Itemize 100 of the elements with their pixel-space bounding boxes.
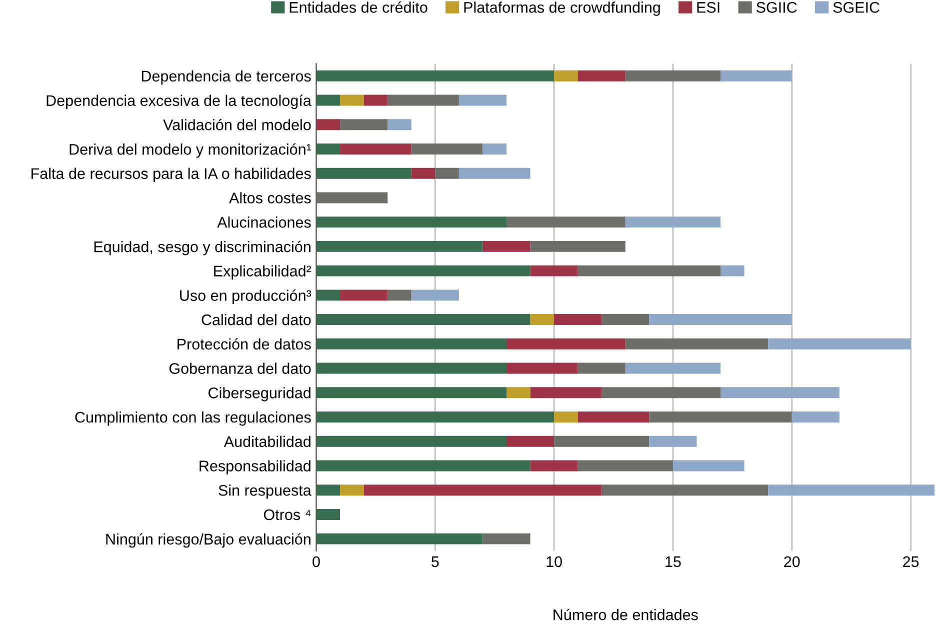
- y-tick-label: Dependencia de terceros: [142, 70, 311, 85]
- legend-label: SGIIC: [756, 2, 797, 13]
- bar: [792, 412, 840, 422]
- bar: [411, 290, 459, 301]
- bar: [316, 460, 530, 472]
- bar: [316, 338, 506, 350]
- y-tick-label: Dependencia excesiva de la tecnología: [46, 94, 312, 110]
- bar: [625, 70, 721, 82]
- y-tick-label: Explicabilidad²: [214, 265, 312, 280]
- x-tick-label: 25: [903, 556, 919, 568]
- y-tick-label: Uso en producción³: [180, 290, 312, 304]
- y-tick-label: Cumplimiento con las regulaciones: [75, 411, 311, 426]
- bar: [768, 338, 911, 350]
- legend-label: ESI: [697, 2, 720, 13]
- bar: [649, 314, 792, 326]
- bar: [602, 314, 650, 326]
- bar: [554, 412, 578, 422]
- y-tick-label: Alucinaciones: [217, 216, 311, 228]
- bar: [768, 484, 935, 496]
- bar: [364, 94, 388, 106]
- y-tick-label: Calidad del dato: [202, 314, 311, 326]
- bar: [625, 362, 721, 374]
- bar: [578, 265, 721, 276]
- y-tick-label: Sin respuesta: [218, 484, 312, 499]
- bar: [316, 508, 340, 520]
- bar: [411, 143, 483, 154]
- y-tick-label: Falta de recursos para la IA o habilidades: [32, 168, 311, 182]
- bar: [482, 143, 506, 154]
- bar: [530, 314, 554, 326]
- bar: [388, 119, 412, 130]
- bar: [720, 70, 792, 82]
- bar: [316, 314, 530, 326]
- bar: [316, 240, 483, 252]
- bar: [530, 265, 578, 276]
- bar: [672, 460, 744, 472]
- bar: [530, 240, 626, 252]
- y-tick-label: Equidad, sesgo y discriminación: [94, 240, 310, 256]
- bar: [506, 338, 626, 350]
- bar: [482, 533, 530, 544]
- x-tick-label: 5: [432, 556, 439, 568]
- bar: [530, 460, 578, 472]
- bar: [316, 265, 530, 276]
- bar: [316, 533, 483, 544]
- x-tick-label: 15: [666, 556, 681, 568]
- bar: [316, 436, 506, 447]
- bar: [316, 484, 340, 496]
- y-tick-label: Deriva del modelo y monitorización¹: [70, 143, 312, 158]
- bar: [340, 290, 388, 301]
- bar: [625, 338, 768, 350]
- y-tick-label: Protección de datos: [178, 338, 311, 350]
- bar: [649, 436, 697, 447]
- bar: [316, 216, 506, 228]
- x-tick-label: 10: [546, 556, 562, 568]
- bar: [458, 168, 530, 179]
- bar: [316, 70, 554, 82]
- y-tick-label: Otros ⁴: [264, 509, 311, 520]
- bar: [578, 460, 673, 472]
- legend-label: SGEIC: [833, 2, 880, 13]
- legend-label: Entidades de crédito: [290, 1, 428, 13]
- bar: [554, 70, 578, 82]
- bar: [340, 94, 364, 106]
- y-tick-label: Responsabilidad: [200, 460, 310, 474]
- bar: [506, 436, 554, 447]
- bar: [602, 484, 768, 496]
- bar: [530, 387, 602, 398]
- bar: [316, 143, 340, 154]
- bar: [720, 265, 744, 276]
- bar: [316, 168, 412, 179]
- bar: [316, 387, 506, 398]
- bar: [506, 216, 626, 228]
- legend-label: Plataformas de crowdfunding: [464, 2, 660, 16]
- bar: [578, 362, 626, 374]
- bar: [602, 387, 721, 398]
- bar: [554, 436, 650, 447]
- bar: [340, 484, 364, 496]
- y-tick-label: Ciberseguridad: [208, 387, 310, 402]
- bar: [506, 362, 578, 374]
- x-tick-label: 20: [784, 556, 800, 568]
- bar: [316, 192, 388, 204]
- y-tick-label: Altos costes: [229, 192, 311, 204]
- bar: [364, 484, 602, 496]
- bar: [411, 168, 436, 179]
- bar: [435, 168, 459, 179]
- bar: [340, 143, 412, 154]
- bar: [316, 94, 340, 106]
- bar: [316, 412, 554, 422]
- y-tick-label: Gobernanza del dato: [169, 362, 311, 374]
- bar: [649, 412, 792, 422]
- x-tick-label: 0: [312, 556, 320, 568]
- bar: [578, 412, 650, 422]
- bar: [316, 290, 340, 301]
- y-tick-label: Validación del modelo: [163, 118, 311, 130]
- bar: [578, 70, 626, 82]
- x-axis-title: Número de entidades: [554, 608, 698, 620]
- bar: [316, 119, 340, 130]
- bar: [720, 387, 840, 398]
- bar: [506, 387, 530, 398]
- bar: [388, 94, 459, 106]
- bar: [388, 290, 412, 301]
- bar: [340, 119, 388, 130]
